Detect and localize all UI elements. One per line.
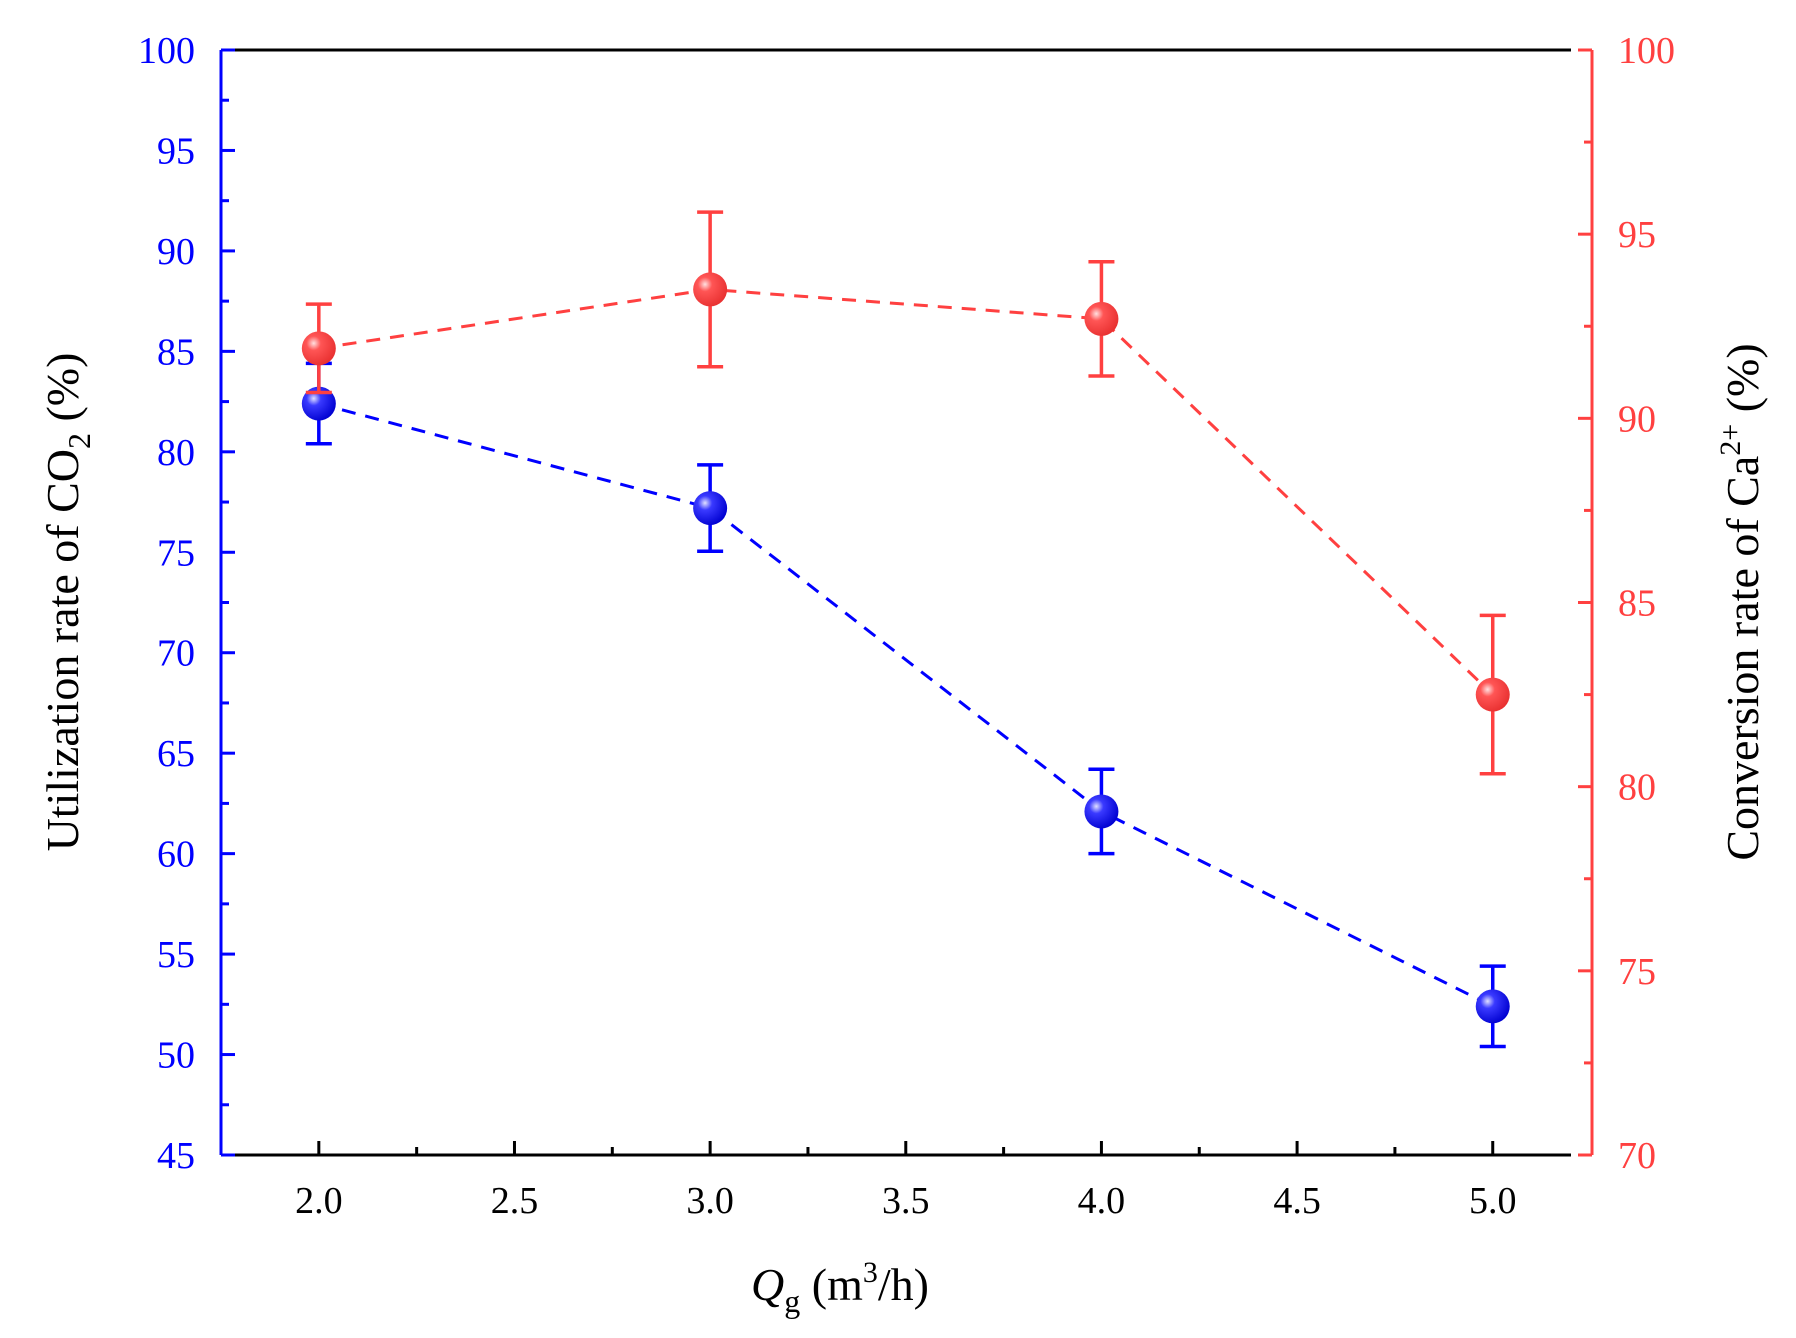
ca-data-point <box>693 272 728 307</box>
left-y-tick-label: 70 <box>157 633 195 675</box>
co2-data-point <box>1475 989 1510 1024</box>
right-y-tick-label: 100 <box>1618 30 1675 72</box>
left-y-tick-label: 85 <box>157 331 195 373</box>
left-y-tick-label: 95 <box>157 130 195 172</box>
x-tick-label: 3.5 <box>882 1180 930 1222</box>
right-y-tick-label: 85 <box>1618 583 1656 625</box>
left-y-tick-label: 80 <box>157 432 195 474</box>
right-y-tick-label: 95 <box>1618 214 1656 256</box>
right-y-tick-label: 70 <box>1618 1135 1656 1177</box>
left-y-tick-label: 50 <box>157 1035 195 1077</box>
x-tick-label: 4.5 <box>1273 1180 1321 1222</box>
left-y-axis-title: Utilization rate of CO2 (%) <box>37 353 97 852</box>
x-tick-label: 5.0 <box>1469 1180 1517 1222</box>
left-y-tick-label: 60 <box>157 834 195 876</box>
x-tick-label: 3.0 <box>686 1180 734 1222</box>
x-tick-label: 2.5 <box>491 1180 539 1222</box>
right-y-tick-label: 90 <box>1618 398 1656 440</box>
left-y-tick-label: 55 <box>157 934 195 976</box>
ca-series-line <box>318 287 1494 696</box>
ca-data-point <box>1084 301 1119 336</box>
left-y-tick-label: 90 <box>157 231 195 273</box>
right-y-axis-title: Conversion rate of Ca2+ (%) <box>1714 343 1768 860</box>
ca-data-point <box>301 331 336 366</box>
co2-data-point <box>301 386 336 421</box>
x-axis-title: Qg (m3/h) <box>751 1256 929 1319</box>
co2-data-point <box>693 491 728 526</box>
co2-data-point <box>1084 794 1119 829</box>
left-y-tick-label: 65 <box>157 733 195 775</box>
left-y-tick-label: 75 <box>157 532 195 574</box>
right-y-tick-label: 80 <box>1618 767 1656 809</box>
right-y-tick-label: 75 <box>1618 951 1656 993</box>
x-tick-label: 4.0 <box>1078 1180 1126 1222</box>
ca-data-point <box>1475 677 1510 712</box>
left-y-tick-label: 45 <box>157 1135 195 1177</box>
x-tick-label: 2.0 <box>295 1180 343 1222</box>
co2-series-line <box>318 402 1494 1008</box>
left-y-tick-label: 100 <box>138 30 195 72</box>
